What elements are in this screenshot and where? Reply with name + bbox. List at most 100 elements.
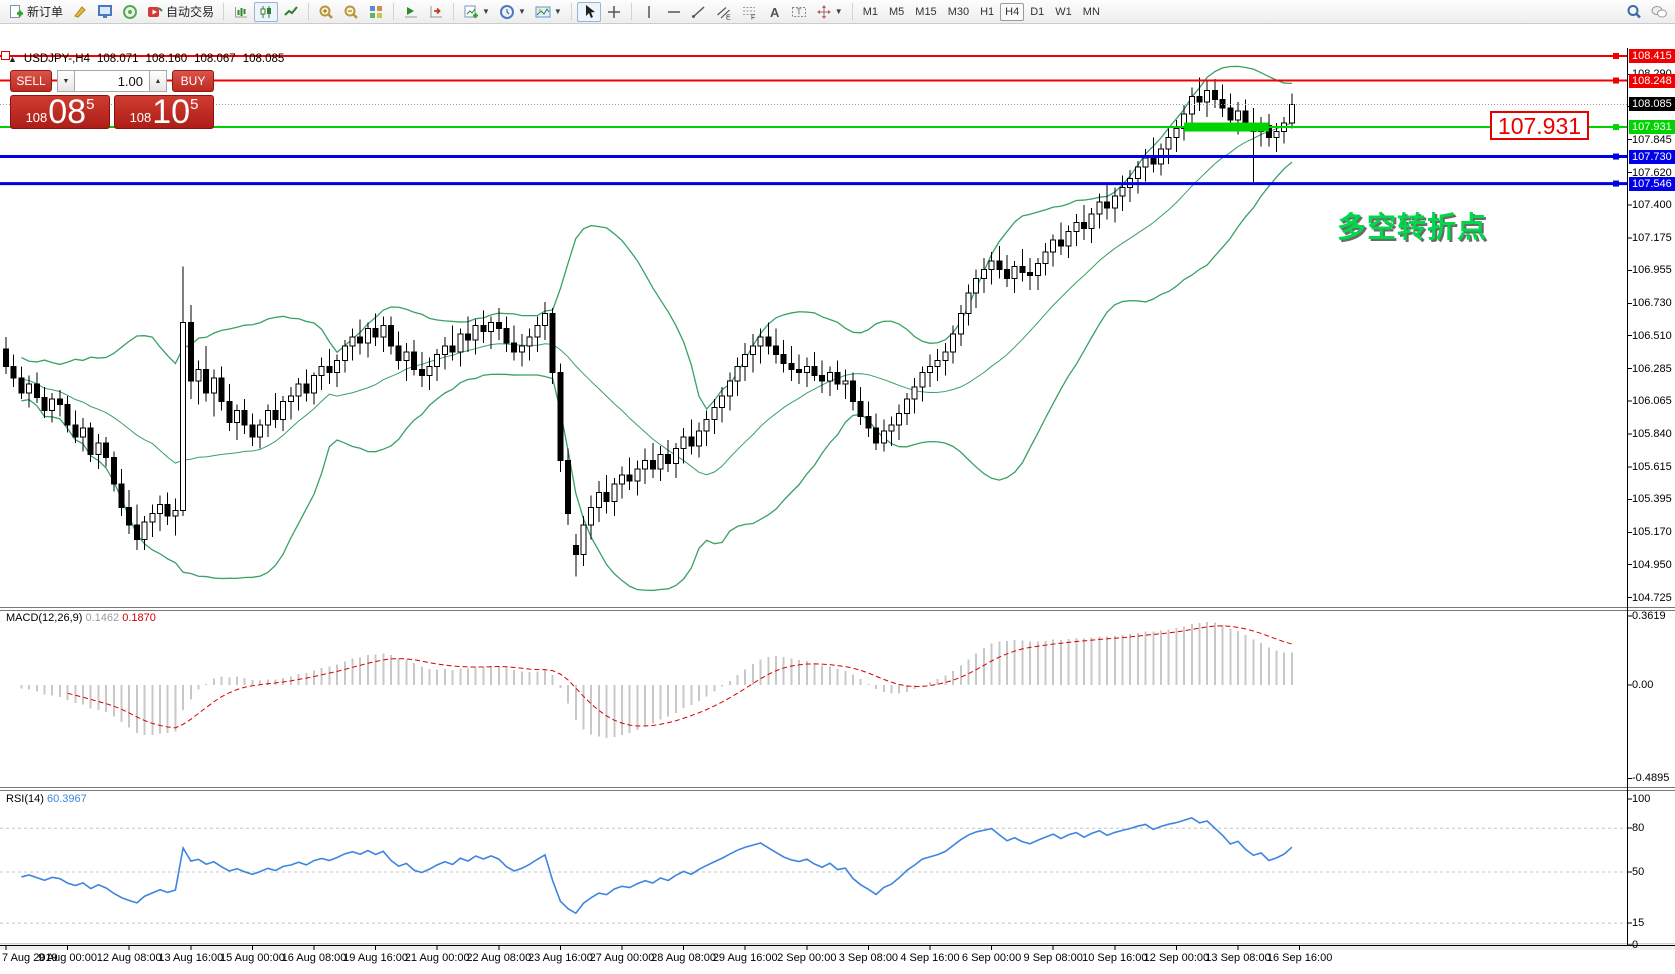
chevron-down-icon[interactable]: ▼ — [834, 7, 843, 16]
timeframe-mn-button[interactable]: MN — [1078, 3, 1105, 21]
one-click-trading-panel: SELL ▼ 1.00 ▲ BUY 108 08 5 108 10 5 — [10, 70, 214, 129]
timeframe-d1-button[interactable]: D1 — [1025, 3, 1049, 21]
price-tick-label: 107.620 — [1632, 166, 1672, 179]
macd-axis-label: 0.00 — [1632, 679, 1654, 691]
profiles-icon — [535, 4, 551, 20]
time-axis-label: 19 Aug 16:00 — [343, 952, 409, 964]
line-end-marker — [1613, 124, 1619, 131]
crosshair-button[interactable] — [602, 2, 626, 22]
new-chart-button[interactable]: ▼ — [459, 2, 494, 22]
profiles-button[interactable]: ▼ — [531, 2, 566, 22]
rsi-axis-label: 50 — [1632, 866, 1645, 878]
price-tick-label: 107.175 — [1632, 232, 1672, 245]
chart-styler-button[interactable] — [68, 2, 92, 22]
time-axis-label: 16 Sep 16:00 — [1266, 952, 1333, 964]
trendline-icon — [691, 4, 707, 20]
time-axis-label: 27 Aug 00:00 — [589, 952, 655, 964]
toolbar-button-label: 新订单 — [27, 5, 64, 19]
fibonacci-button[interactable]: F — [737, 2, 761, 22]
cursor-button[interactable] — [576, 1, 601, 22]
svg-text:A: A — [770, 5, 780, 20]
time-axis-label: 12 Sep 00:00 — [1143, 952, 1210, 964]
time-axis-label: 29 Aug 16:00 — [712, 952, 778, 964]
zoom-out-button[interactable] — [339, 2, 363, 22]
toolbar-separator — [851, 3, 853, 20]
search-button[interactable] — [1622, 2, 1646, 22]
candle-chart-icon — [258, 4, 274, 20]
rsi-axis-label: 0 — [1632, 939, 1639, 951]
chevron-down-icon[interactable]: ▼ — [517, 7, 526, 16]
bar-chart-button[interactable] — [229, 2, 253, 22]
support-zone-segment[interactable] — [1184, 122, 1269, 132]
equidistant-channel-button[interactable]: E — [712, 2, 736, 22]
volume-increase-button[interactable]: ▲ — [149, 70, 167, 92]
collapse-panel-icon[interactable]: ▲ — [8, 54, 17, 64]
price-line-badge: 107.931 — [1629, 120, 1675, 135]
timeframe-w1-button[interactable]: W1 — [1050, 3, 1077, 21]
price-tick-label: 104.725 — [1632, 591, 1672, 604]
zoom-in-button[interactable] — [314, 2, 338, 22]
auto-scroll-icon — [403, 4, 419, 20]
signals-button[interactable] — [118, 2, 142, 22]
chart-canvas[interactable] — [0, 48, 1675, 974]
timeframe-m1-button[interactable]: M1 — [858, 3, 883, 21]
chart-window: ▲ USDJPY-,H4 108.071 108.160 108.067 108… — [0, 24, 1675, 964]
trendline-button[interactable] — [687, 2, 711, 22]
toolbar-separator — [453, 3, 455, 20]
time-axis-label: 13 Sep 08:00 — [1205, 952, 1271, 964]
line-end-marker — [1613, 77, 1619, 84]
low-value: 108.067 — [194, 53, 236, 65]
text-label-button[interactable]: T — [787, 2, 811, 22]
sell-price-box[interactable]: 108 08 5 — [10, 95, 110, 129]
auto-trading-button[interactable]: 自动交易 — [143, 2, 218, 22]
buy-pips: 10 — [152, 93, 191, 131]
time-axis-label: 3 Sep 08:00 — [838, 952, 899, 964]
timeframe-m30-button[interactable]: M30 — [943, 3, 974, 21]
arrows-button[interactable]: ▼ — [812, 2, 847, 22]
price-line-badge: 108.248 — [1629, 73, 1675, 88]
rsi-axis-label: 100 — [1632, 793, 1651, 805]
price-tick-label: 107.400 — [1632, 199, 1672, 211]
periods-button[interactable]: ▼ — [495, 2, 530, 22]
new-order-button[interactable]: 新订单 — [4, 2, 67, 22]
sell-button[interactable]: SELL — [10, 70, 52, 92]
line-end-marker — [1613, 153, 1619, 160]
chart-shift-button[interactable] — [424, 2, 448, 22]
buy-price-box[interactable]: 108 10 5 — [114, 95, 214, 129]
new-order-icon — [8, 4, 24, 20]
macd-main-value: 0.1462 — [85, 612, 120, 624]
volume-decrease-button[interactable]: ▼ — [57, 70, 75, 92]
chat-button[interactable] — [1647, 2, 1671, 22]
timeframe-m15-button[interactable]: M15 — [910, 3, 941, 21]
fibonacci-icon: F — [741, 4, 757, 20]
volume-input[interactable]: 1.00 — [75, 70, 149, 92]
vertical-line-button[interactable] — [637, 2, 661, 22]
sell-pips: 08 — [48, 93, 87, 131]
horizontal-line-button[interactable] — [662, 2, 686, 22]
time-axis-label: 16 Aug 08:00 — [281, 952, 347, 964]
line-end-marker — [1613, 53, 1619, 59]
market-watch-button[interactable] — [93, 2, 117, 22]
text-button[interactable]: A — [762, 2, 786, 22]
chart-info-line: ▲ USDJPY-,H4 108.071 108.160 108.067 108… — [8, 53, 284, 65]
macd-signal-value: 0.1870 — [122, 612, 156, 624]
vline-icon — [641, 4, 657, 20]
svg-text:F: F — [751, 14, 755, 20]
timeframe-m5-button[interactable]: M5 — [884, 3, 909, 21]
candle-chart-button[interactable] — [254, 1, 279, 22]
price-tick-label: 107.845 — [1632, 133, 1672, 146]
chevron-down-icon[interactable]: ▼ — [482, 7, 490, 16]
line-end-marker — [1613, 180, 1619, 187]
line-chart-button[interactable] — [279, 2, 303, 22]
buy-button[interactable]: BUY — [172, 70, 214, 92]
auto-scroll-button[interactable] — [399, 2, 423, 22]
tile-windows-button[interactable] — [364, 2, 388, 22]
chevron-down-icon[interactable]: ▼ — [553, 7, 562, 16]
price-callout[interactable]: 107.931 — [1490, 111, 1589, 140]
arrows-icon — [816, 4, 832, 20]
chinese-annotation[interactable]: 多空转折点 — [1337, 212, 1488, 244]
timeframe-h4-button[interactable]: H4 — [1000, 2, 1025, 21]
timeframe-h1-button[interactable]: H1 — [975, 3, 999, 21]
line-anchor-marker[interactable] — [1, 51, 10, 60]
